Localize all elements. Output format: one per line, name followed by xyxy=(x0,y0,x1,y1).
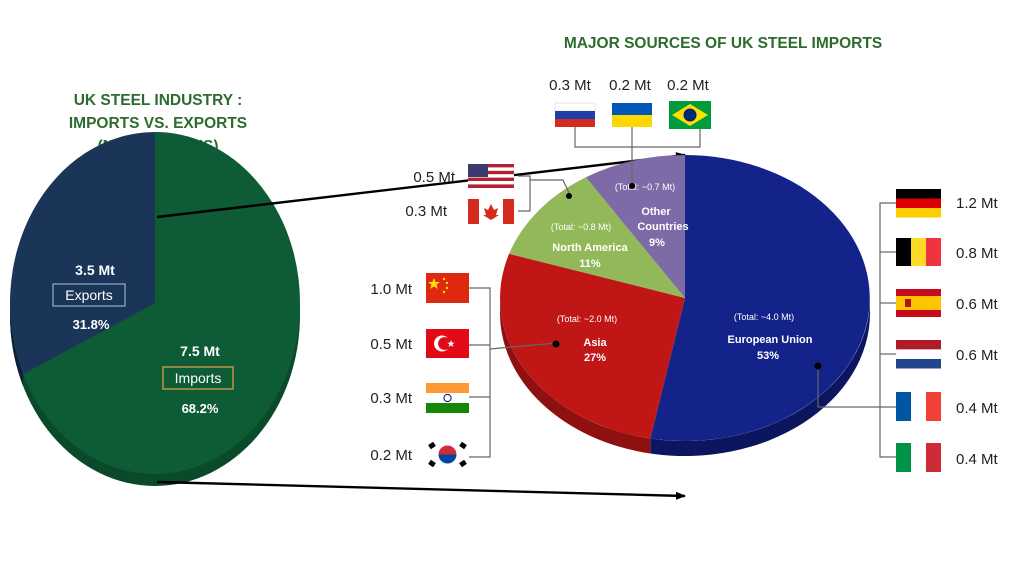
zoom-arrow-top xyxy=(156,152,686,219)
flag-italy xyxy=(896,443,941,472)
asia-name-label: Asia xyxy=(583,337,607,349)
flag-russia xyxy=(554,102,596,127)
flag-france xyxy=(896,392,941,421)
exports-name-label: Exports xyxy=(65,287,112,303)
belgium-value: 0.8 Mt xyxy=(956,245,999,262)
flag-netherlands xyxy=(895,340,942,369)
asia-total-label: (Total: ~2.0 Mt) xyxy=(557,314,617,324)
italy-value: 0.4 Mt xyxy=(956,451,999,468)
south-korea-value: 0.2 Mt xyxy=(370,447,413,464)
imports-value-label: 7.5 Mt xyxy=(180,343,220,359)
flag-turkey xyxy=(426,329,469,358)
other-pct-label: 9% xyxy=(649,237,665,249)
united-states-value: 0.5 Mt xyxy=(413,169,456,186)
eu-bracket xyxy=(879,202,896,458)
import-sources-pie xyxy=(499,155,871,457)
exports-pct-label: 31.8% xyxy=(73,317,110,332)
flag-india xyxy=(426,383,469,413)
flag-united-states xyxy=(468,164,514,188)
flag-canada xyxy=(468,199,514,224)
canada-value: 0.3 Mt xyxy=(405,203,448,220)
north-america-bracket xyxy=(518,175,531,212)
eu-leader-dot xyxy=(814,362,822,370)
connector-lines xyxy=(469,127,896,458)
north-america-leader xyxy=(530,179,571,196)
zoom-arrow-bottom xyxy=(156,480,686,500)
flag-china xyxy=(426,273,469,303)
flag-brazil xyxy=(669,101,711,129)
flag-belgium xyxy=(896,238,941,266)
other-total-label: (Total: ~0.7 Mt) xyxy=(615,182,675,192)
flag-germany xyxy=(896,189,941,218)
exports-label-box xyxy=(52,283,126,307)
eu-pct-label: 53% xyxy=(757,350,779,362)
flag-spain xyxy=(896,289,941,317)
exports-value-label: 3.5 Mt xyxy=(75,262,115,278)
pie-depth-exports xyxy=(10,303,24,386)
india-value: 0.3 Mt xyxy=(370,390,413,407)
germany-value: 1.2 Mt xyxy=(956,195,999,212)
left-title-line-1: UK STEEL INDUSTRY : xyxy=(74,92,243,109)
asia-bracket xyxy=(469,287,491,458)
left-title-line-2: IMPORTS VS. EXPORTS xyxy=(69,115,247,132)
turkey-value: 0.5 Mt xyxy=(370,336,413,353)
other-countries-bracket xyxy=(574,127,701,148)
asia-leader-dot xyxy=(552,340,560,348)
other-name-label-line-1: Other xyxy=(641,206,671,218)
spain-value: 0.6 Mt xyxy=(956,296,999,313)
north-america-leader-dot xyxy=(566,193,572,199)
other-countries-slice xyxy=(585,155,685,298)
right-title: MAJOR SOURCES OF UK STEEL IMPORTS xyxy=(564,35,882,52)
imports-pct-label: 68.2% xyxy=(182,401,219,416)
china-value: 1.0 Mt xyxy=(370,281,413,298)
exports-slice xyxy=(10,132,156,374)
eu-leader xyxy=(817,367,896,408)
flag-south-korea xyxy=(426,440,469,469)
imports-label-box xyxy=(162,366,234,390)
asia-pct-label: 27% xyxy=(584,352,606,364)
russia-value: 0.3 Mt xyxy=(549,77,592,94)
eu-total-label: (Total: ~4.0 Mt) xyxy=(734,312,794,322)
north-america-name-label: North America xyxy=(552,242,628,254)
imports-name-label: Imports xyxy=(175,370,222,386)
other-name-label-line-2: Countries xyxy=(637,221,688,233)
brazil-value: 0.2 Mt xyxy=(667,77,710,94)
asia-leader xyxy=(489,342,557,350)
netherlands-value: 0.6 Mt xyxy=(956,347,999,364)
imports-exports-pie xyxy=(10,132,301,486)
north-america-total-label: (Total: ~0.8 Mt) xyxy=(551,222,611,232)
eu-name-label: European Union xyxy=(728,334,813,346)
france-value: 0.4 Mt xyxy=(956,400,999,417)
other-countries-leader-dot xyxy=(629,183,635,189)
asia-slice xyxy=(500,253,685,439)
pie-depth-asia xyxy=(499,298,651,454)
north-america-pct-label: 11% xyxy=(579,258,601,270)
ukraine-value: 0.2 Mt xyxy=(609,77,652,94)
north-america-slice xyxy=(509,177,685,298)
flag-ukraine xyxy=(612,103,652,127)
eu-slice xyxy=(650,155,870,441)
